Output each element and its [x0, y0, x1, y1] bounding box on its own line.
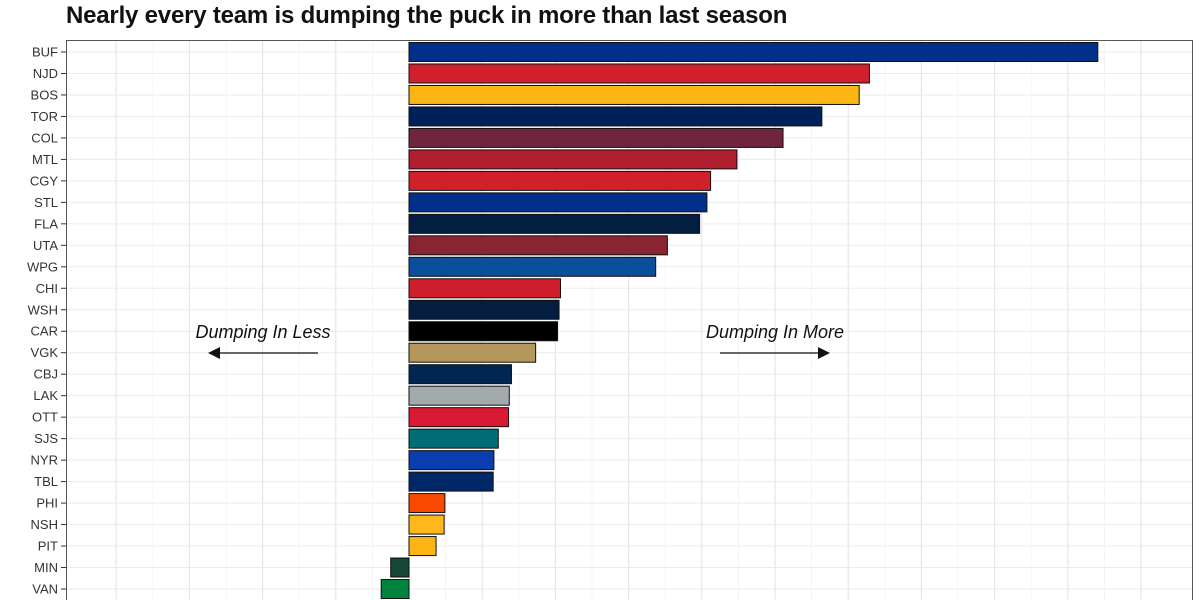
bar-bos	[408, 84, 860, 105]
bar-chi	[408, 278, 562, 299]
bar-buf	[408, 42, 1099, 62]
tick-label-fla: FLA	[34, 216, 58, 231]
tick-label-bos: BOS	[31, 87, 59, 102]
tick-label-njd: NJD	[33, 66, 58, 81]
bar-van	[380, 579, 410, 599]
bars	[380, 42, 1099, 599]
bar-pit	[408, 536, 437, 557]
tick-label-tbl: TBL	[34, 474, 58, 489]
bar-col	[408, 127, 784, 148]
tick-label-ott: OTT	[32, 410, 58, 425]
tick-label-nyr: NYR	[31, 453, 58, 468]
tick-label-cgy: CGY	[30, 173, 59, 188]
tick-label-wpg: WPG	[27, 259, 58, 274]
bar-njd	[408, 63, 870, 84]
tick-label-pit: PIT	[38, 539, 58, 554]
arrow-right-head	[818, 347, 830, 359]
plot-panel-border	[66, 40, 1193, 600]
tick-label-min: MIN	[34, 560, 58, 575]
arrow-left-head	[208, 347, 220, 359]
tick-label-tor: TOR	[31, 109, 58, 124]
bar-wpg	[408, 256, 657, 277]
tick-label-vgk: VGK	[31, 345, 59, 360]
annotation-dumping-more: Dumping In More	[706, 322, 844, 342]
bar-mtl	[408, 149, 738, 170]
bar-sjs	[408, 428, 499, 449]
annotation-dumping-less: Dumping In Less	[195, 322, 330, 342]
bar-nyr	[408, 450, 495, 471]
tick-label-van: VAN	[32, 582, 58, 597]
bar-ott	[408, 407, 510, 428]
tick-label-chi: CHI	[36, 281, 58, 296]
bar-car	[408, 321, 559, 342]
chart-title: Nearly every team is dumping the puck in…	[66, 2, 788, 29]
tick-label-col: COL	[31, 130, 58, 145]
tick-label-car: CAR	[31, 324, 58, 339]
bar-fla	[408, 213, 701, 234]
y-axis-ticks: BUF NJD BOS TOR COL MTL CGY STL FLA UTA WPG CHI WSH C…	[27, 45, 66, 597]
bar-cgy	[408, 170, 712, 191]
bar-vgk	[408, 342, 537, 363]
tick-label-cbj: CBJ	[33, 367, 58, 382]
bar-min	[390, 557, 410, 578]
tick-label-uta: UTA	[33, 238, 58, 253]
tick-label-mtl: MTL	[32, 152, 58, 167]
bar-wsh	[408, 299, 560, 320]
bar-tbl	[408, 471, 494, 492]
tick-label-nsh: NSH	[31, 517, 58, 532]
bar-phi	[408, 493, 446, 514]
bar-lak	[408, 385, 510, 406]
bar-tor	[408, 106, 823, 127]
tick-label-sjs: SJS	[34, 431, 58, 446]
bar-stl	[408, 192, 708, 213]
bar-cbj	[408, 364, 512, 385]
tick-label-lak: LAK	[33, 388, 58, 403]
tick-label-buf: BUF	[32, 45, 58, 60]
tick-label-phi: PHI	[36, 496, 58, 511]
tick-label-wsh: WSH	[28, 302, 58, 317]
bar-nsh	[408, 514, 445, 535]
tick-label-stl: STL	[34, 195, 58, 210]
bar-uta	[408, 235, 668, 256]
